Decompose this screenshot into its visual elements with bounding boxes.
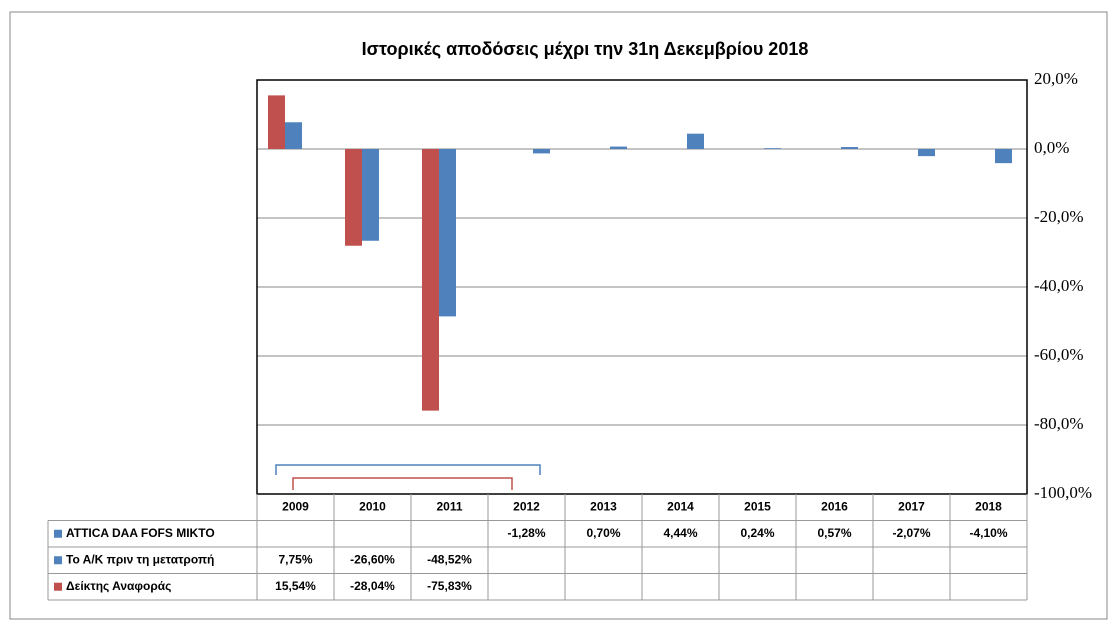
y-tick-label: -20,0%	[1034, 207, 1084, 226]
legend-key	[54, 529, 62, 538]
data-label: -2,07%	[892, 526, 930, 540]
y-tick-label: -40,0%	[1034, 276, 1084, 295]
bracket-red	[292, 477, 513, 490]
bar	[841, 147, 858, 149]
y-tick-label: 20,0%	[1034, 69, 1078, 88]
x-tick-label: 2018	[975, 499, 1002, 513]
x-tick-label: 2009	[282, 499, 309, 513]
bar	[268, 95, 285, 149]
x-tick-label: 2015	[744, 499, 771, 513]
bar	[422, 149, 439, 411]
chart-title: Ιστορικές αποδόσεις μέχρι την 31η Δεκεμβ…	[362, 39, 809, 59]
x-tick-label: 2012	[513, 499, 540, 513]
legend-key	[54, 582, 62, 591]
bar	[439, 149, 456, 317]
data-label: -1,28%	[507, 526, 545, 540]
bar	[918, 149, 935, 157]
data-label: -4,10%	[969, 526, 1007, 540]
data-label: 0,57%	[817, 526, 851, 540]
bar	[285, 122, 302, 149]
data-label: -26,60%	[350, 552, 395, 566]
y-tick-label: -100,0%	[1034, 483, 1092, 502]
legend-key	[54, 556, 62, 565]
bar	[764, 148, 781, 149]
y-tick-label: 0,0%	[1034, 138, 1069, 157]
x-tick-label: 2011	[436, 499, 462, 513]
x-tick-label: 2014	[667, 499, 694, 513]
x-tick-label: 2013	[590, 499, 617, 513]
bar	[345, 149, 362, 246]
data-label: 0,70%	[586, 526, 620, 540]
bar	[995, 149, 1012, 164]
data-label: -48,52%	[427, 552, 472, 566]
bar	[687, 133, 704, 149]
legend-label: Το Α/Κ πριν τη μετατροπή	[66, 552, 214, 566]
x-tick-label: 2016	[821, 499, 848, 513]
bar	[533, 149, 550, 154]
x-tick-label: 2010	[359, 499, 386, 513]
data-label: 4,44%	[663, 526, 697, 540]
data-label: 15,54%	[275, 579, 316, 593]
y-tick-label: -60,0%	[1034, 345, 1084, 364]
legend-label: Δείκτης Αναφοράς	[66, 579, 171, 593]
bar	[362, 149, 379, 241]
bracket-blue	[275, 464, 541, 475]
data-label: -28,04%	[350, 579, 395, 593]
y-tick-label: -80,0%	[1034, 414, 1084, 433]
bar	[610, 146, 627, 149]
data-label: 0,24%	[740, 526, 774, 540]
data-label: -75,83%	[427, 579, 472, 593]
legend-label: ATTICA DAA FOFS MIKTO	[66, 526, 215, 540]
data-label: 7,75%	[278, 552, 312, 566]
x-tick-label: 2017	[898, 499, 925, 513]
chart-border	[9, 11, 1108, 620]
